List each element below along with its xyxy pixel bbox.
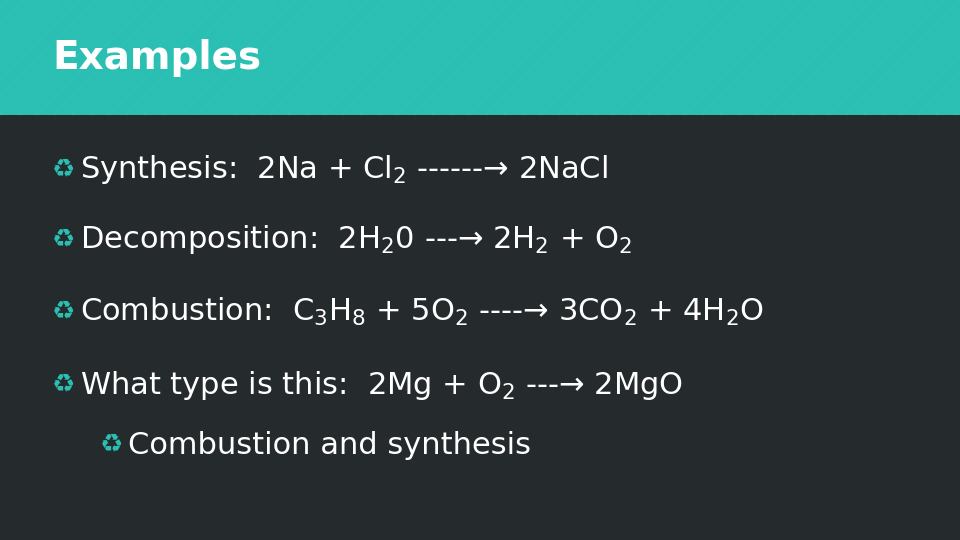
Text: Combustion and synthesis: Combustion and synthesis: [128, 430, 531, 460]
Text: ♻: ♻: [52, 227, 75, 253]
Text: Synthesis:  2Na + Cl$_2$ ------→ 2NaCl: Synthesis: 2Na + Cl$_2$ ------→ 2NaCl: [80, 153, 608, 186]
Text: Decomposition:  2H$_2$0 ---→ 2H$_2$ + O$_2$: Decomposition: 2H$_2$0 ---→ 2H$_2$ + O$_…: [80, 224, 632, 256]
Text: ♻: ♻: [100, 432, 123, 458]
Bar: [0, 0, 960, 115]
Text: Combustion:  C$_3$H$_8$ + 5O$_2$ ----→ 3CO$_2$ + 4H$_2$O: Combustion: C$_3$H$_8$ + 5O$_2$ ----→ 3C…: [80, 296, 764, 328]
Text: ♻: ♻: [52, 372, 75, 398]
Text: ♻: ♻: [52, 157, 75, 183]
Polygon shape: [163, 115, 227, 147]
Text: Examples: Examples: [52, 39, 261, 77]
Text: ♻: ♻: [52, 299, 75, 325]
Text: What type is this:  2Mg + O$_2$ ---→ 2MgO: What type is this: 2Mg + O$_2$ ---→ 2MgO: [80, 368, 684, 402]
